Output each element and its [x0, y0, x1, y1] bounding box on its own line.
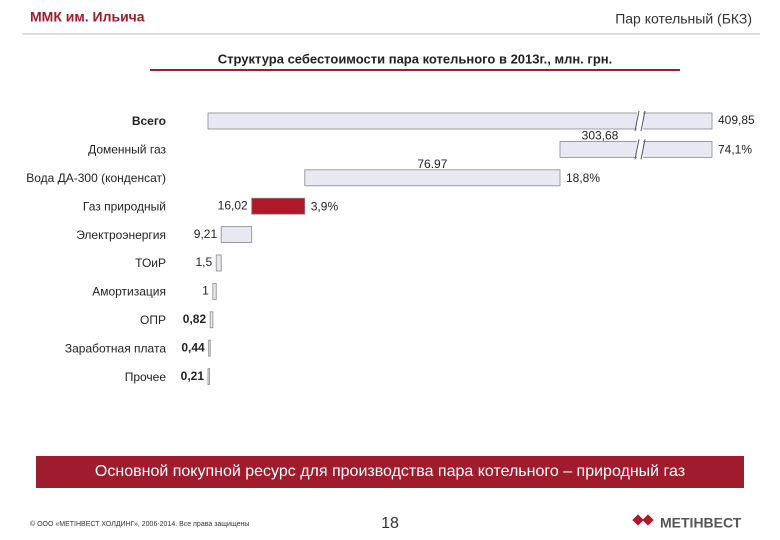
- value-label: 409,85: [718, 113, 755, 127]
- chart-title: Структура себестоимости пара котельного …: [218, 51, 612, 66]
- share-label: 18,8%: [566, 171, 600, 185]
- bar: [209, 311, 214, 329]
- share-label: 3,9%: [311, 199, 339, 213]
- share-label: 74,1%: [718, 143, 752, 157]
- value-label: 76.97: [417, 157, 447, 171]
- header-right: Пар котельный (БКЗ): [615, 11, 752, 27]
- logo-icon: [632, 514, 654, 526]
- category-label: Заработная плата: [65, 341, 166, 355]
- bar: [304, 169, 561, 187]
- bar: [207, 112, 713, 130]
- category-label: Вода ДА-300 (конденсат): [26, 171, 166, 185]
- break-mark: [634, 110, 640, 132]
- value-label: 0,44: [181, 340, 205, 354]
- value-label: 16,02: [218, 198, 248, 212]
- logo-text: МЕТІНВЕСТ: [660, 515, 742, 531]
- category-label: Прочее: [125, 370, 167, 384]
- value-label: 1: [202, 284, 209, 298]
- break-mark: [640, 110, 646, 132]
- banner-box: [36, 456, 744, 488]
- break-gap: [637, 140, 643, 159]
- value-label: 303,68: [582, 129, 619, 143]
- banner-text: Основной покупной ресурс для производств…: [95, 463, 685, 480]
- bar: [215, 254, 222, 272]
- header-left: ММК им. Ильича: [30, 9, 145, 25]
- category-label: Электроэнергия: [76, 228, 166, 242]
- bar: [220, 226, 253, 244]
- category-label: ТОиР: [135, 256, 166, 270]
- break-mark: [634, 139, 640, 160]
- bar: [212, 282, 217, 300]
- value-label: 9,21: [194, 227, 218, 241]
- value-label: 0,21: [181, 369, 205, 383]
- category-label: Газ природный: [83, 199, 166, 213]
- break-gap: [637, 112, 643, 130]
- bar: [251, 197, 306, 215]
- category-label: ОПР: [140, 313, 166, 327]
- plot: Всего 409,85 Доменный газ 303,68 74,1% Вода Д…: [26, 110, 755, 386]
- value-label: 0,82: [183, 312, 207, 326]
- copyright: © ООО «МЕТІНВЕСТ ХОЛДИНГ», 2006-2014. Вс…: [30, 520, 249, 528]
- bar: [208, 339, 211, 357]
- category-label: Амортизация: [92, 285, 166, 299]
- bar: [207, 368, 210, 386]
- category-label: Доменный газ: [88, 143, 166, 157]
- break-mark: [640, 139, 646, 160]
- category-label: Всего: [132, 114, 166, 128]
- page-number: 18: [381, 515, 399, 532]
- bar: [559, 140, 713, 158]
- value-label: 1,5: [196, 255, 213, 269]
